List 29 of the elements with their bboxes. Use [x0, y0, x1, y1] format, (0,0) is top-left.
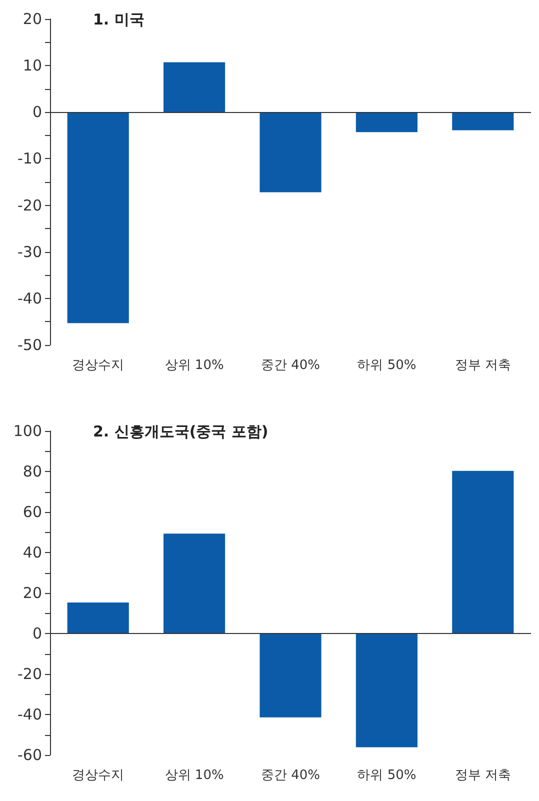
x-tick-label: 경상수지 [72, 768, 124, 783]
y-tick-label: -40 [18, 289, 42, 308]
y-tick-label: 100 [13, 422, 42, 440]
x-tick-label: 하위 50% [357, 768, 416, 783]
y-tick-label: -10 [18, 150, 42, 168]
x-tick-label: 경상수지 [72, 358, 124, 373]
y-tick-label: -20 [18, 665, 42, 683]
x-tick-label: 하위 50% [357, 358, 416, 373]
y-tick-label: 20 [22, 10, 42, 28]
y-tick-label: -30 [18, 242, 42, 261]
chart-title: 2. 신흥개도국(중국 포함) [93, 422, 268, 440]
x-tick-label: 상위 10% [164, 358, 224, 373]
y-tick-label: 0 [32, 103, 42, 122]
x-tick-label: 중간 40% [260, 358, 320, 373]
chart-title: 1. 미국 [93, 10, 144, 28]
y-tick-label: 0 [32, 624, 42, 642]
y-tick-label: 10 [22, 56, 42, 75]
y-tick-label: 80 [22, 462, 42, 480]
y-tick-label: -50 [18, 336, 42, 354]
x-tick-label: 정부 저축 [454, 768, 511, 783]
y-tick-label: 60 [22, 503, 42, 521]
y-tick-label: -40 [18, 706, 42, 724]
x-tick-label: 상위 10% [164, 768, 224, 783]
y-tick-label: 40 [22, 544, 42, 562]
x-tick-label: 정부 저축 [454, 358, 511, 373]
y-tick-label: 20 [22, 584, 42, 602]
y-tick-label: -60 [18, 746, 42, 764]
x-tick-label: 중간 40% [260, 768, 320, 783]
y-tick-label: -20 [18, 196, 42, 214]
